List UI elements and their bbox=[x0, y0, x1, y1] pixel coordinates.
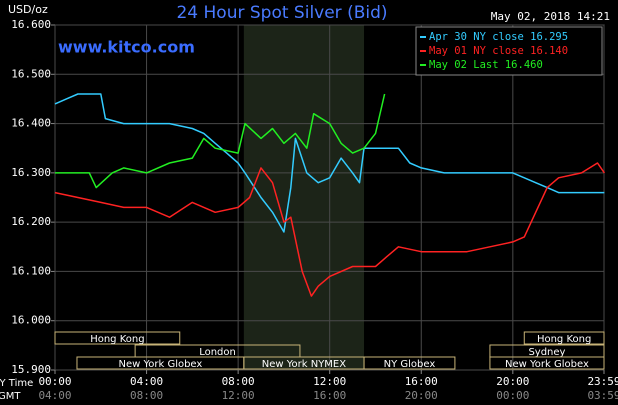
lines-layer bbox=[54, 93, 606, 297]
y-tick-label: 15.900 bbox=[11, 363, 51, 376]
x2-tick-label: 03:59 bbox=[587, 389, 618, 402]
x2-tick-label: 20:00 bbox=[405, 389, 438, 402]
x-tick-label: 04:00 bbox=[130, 375, 163, 388]
x-tick-label: 08:00 bbox=[222, 375, 255, 388]
session-label: New York NYMEX bbox=[262, 359, 347, 370]
timestamp: May 02, 2018 14:21 bbox=[491, 10, 610, 23]
x-tick-label: 12:00 bbox=[313, 375, 346, 388]
x2-tick-label: 04:00 bbox=[38, 389, 71, 402]
chart-title: 24 Hour Spot Silver (Bid) bbox=[176, 3, 387, 23]
session-box bbox=[54, 331, 181, 345]
session-label: NY Globex bbox=[384, 359, 436, 370]
x2-tick-label: 08:00 bbox=[130, 389, 163, 402]
y-tick-label: 16.400 bbox=[11, 117, 51, 130]
y-tick-label: 16.000 bbox=[11, 314, 51, 327]
legend-label: Apr 30 NY close 16.295 bbox=[429, 31, 568, 43]
series-line bbox=[54, 162, 606, 297]
legend-label: May 02 Last 16.460 bbox=[429, 59, 543, 71]
y-tick-label: 16.500 bbox=[11, 67, 51, 80]
unit-label: USD/oz bbox=[8, 3, 48, 16]
shade-layer bbox=[243, 25, 365, 370]
x2-row-label: GMT bbox=[0, 391, 21, 402]
session-box bbox=[523, 331, 605, 345]
legend-label: May 01 NY close 16.140 bbox=[429, 45, 568, 57]
y-tick-label: 16.100 bbox=[11, 264, 51, 277]
y-tick-label: 16.200 bbox=[11, 215, 51, 228]
x-tick-label: 20:00 bbox=[496, 375, 529, 388]
session-label: London bbox=[199, 347, 236, 358]
x2-tick-label: 00:00 bbox=[496, 389, 529, 402]
session-label: Hong Kong bbox=[90, 334, 144, 345]
series-line bbox=[55, 93, 386, 189]
session-box bbox=[363, 356, 456, 370]
x-tick-label: 00:00 bbox=[38, 375, 71, 388]
session-box bbox=[489, 356, 605, 370]
x-row-label: NY Time bbox=[0, 378, 33, 389]
x-tick-label: 16:00 bbox=[405, 375, 438, 388]
watermark: www.kitco.com bbox=[58, 38, 195, 57]
session-label: New York Globex bbox=[118, 359, 202, 370]
session-label: Sydney bbox=[528, 347, 565, 358]
y-tick-label: 16.600 bbox=[11, 18, 51, 31]
legend-box bbox=[415, 26, 603, 76]
session-shade bbox=[243, 25, 365, 370]
series-line bbox=[54, 93, 605, 233]
x2-tick-label: 16:00 bbox=[313, 389, 346, 402]
session-label: Hong Kong bbox=[537, 334, 591, 345]
x2-tick-label: 12:00 bbox=[222, 389, 255, 402]
x-tick-label: 23:59 bbox=[587, 375, 618, 388]
y-tick-label: 16.300 bbox=[11, 166, 51, 179]
session-label: New York Globex bbox=[505, 359, 589, 370]
